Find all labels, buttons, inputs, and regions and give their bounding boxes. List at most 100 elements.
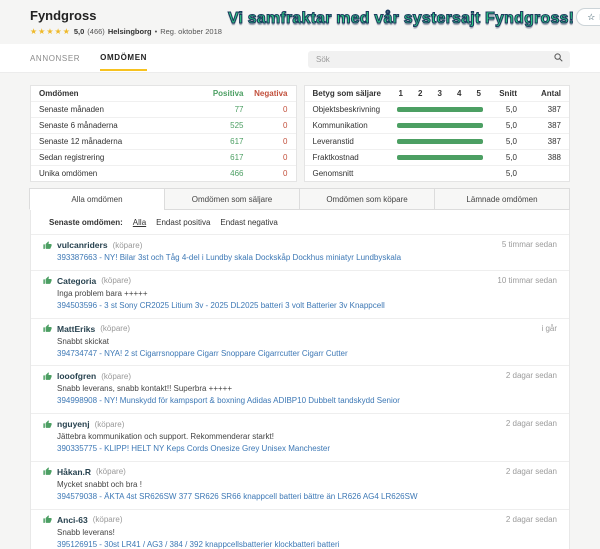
table-row: Senaste månaden 77 0 [31, 101, 296, 117]
feedback-counts-table: Omdömen Positiva Negativa Senaste månade… [30, 85, 297, 182]
ratings-rows: Objektsbeskrivning 5,0 387 Kommunikation [304, 101, 569, 165]
rating-bar-track [396, 139, 483, 144]
negative-count[interactable]: 0 [283, 105, 288, 114]
reviewer-username[interactable]: Categoria [57, 275, 97, 286]
scale-number: 3 [437, 89, 442, 98]
review-comment: Snabb leverans, snabb kontakt!! Superbra… [57, 384, 233, 394]
rating-average: 5,0 [505, 105, 517, 114]
review-tab[interactable]: Alla omdömen [29, 188, 165, 210]
rating-bar [396, 155, 483, 160]
col-omdomen: Omdömen [39, 89, 79, 98]
reviewer-username[interactable]: MattEriks [57, 323, 96, 334]
reviewer-role: (köpare) [112, 240, 143, 250]
review-tabs: Alla omdömen Omdömen som säljare Omdömen… [29, 188, 570, 210]
review-row: looofgren (köpare) Snabb leverans, snabb… [31, 365, 569, 413]
review-tab[interactable]: Omdömen som köpare [299, 188, 435, 210]
stats-section: Omdömen Positiva Negativa Senaste månade… [0, 73, 600, 182]
tab-annonser[interactable]: ANNONSER [30, 54, 81, 63]
item-link[interactable]: 393387663 - NY! Bilar 3st och Tåg 4-del … [57, 253, 402, 262]
reviewer-username[interactable]: nguyenj [57, 419, 90, 430]
filter-option[interactable]: Alla [132, 218, 147, 227]
review-comment: Snabbt skickat [57, 336, 110, 346]
col-antal: Antal [541, 89, 561, 98]
review-main: MattEriks (köpare) Snabbt skickat 394734… [43, 324, 533, 360]
favorite-button[interactable]: ☆ Favorit [576, 8, 600, 26]
review-row: Categoria (köpare) Inga problem bara +++… [31, 269, 569, 318]
reviewer-username[interactable]: vulcanriders [57, 240, 108, 250]
review-row: nguyenj (köpare) Jättebra kommunikation … [31, 413, 569, 461]
title-block: Fyndgross ★★★★★ 5,0 (466) Helsingborg • … [30, 8, 222, 36]
reviewer-role: (köpare) [101, 371, 131, 381]
stat-label: Senaste månaden [39, 105, 104, 114]
scale-number: 2 [418, 89, 423, 98]
filter-option[interactable]: Endast positiva [156, 218, 211, 227]
item-link[interactable]: 394998908 - NY! Munskydd för kampsport &… [57, 396, 400, 406]
review-timestamp: 10 timmar sedan [497, 275, 557, 285]
review-comment: Jättebra kommunikation och support. Reko… [57, 432, 274, 442]
stat-label: Sedan registrering [39, 153, 105, 162]
filter-option[interactable]: Endast negativa [220, 218, 278, 227]
thumbs-up-icon [43, 324, 52, 332]
review-head: vulcanriders (köpare) [43, 240, 494, 250]
review-row: vulcanriders (köpare) 393387663 - NY! Bi… [31, 234, 569, 270]
table-row: Senaste 12 månaderna 617 0 [31, 133, 296, 149]
reviewer-role: (köpare) [96, 467, 126, 477]
stat-label: Senaste 6 månaderna [39, 121, 118, 130]
stat-label: Senaste 12 månaderna [39, 137, 123, 146]
star-icon: ☆ [587, 11, 596, 22]
reviewer-username[interactable]: Anci-63 [57, 514, 88, 525]
review-timestamp: 5 timmar sedan [501, 240, 557, 249]
rating-bar [396, 123, 483, 128]
item-link[interactable]: 394579038 - ÄKTA 4st SR626SW 377 SR626 S… [57, 491, 418, 501]
col-positiva: Positiva [212, 89, 244, 98]
item-link[interactable]: 394734747 - NYA! 2 st Cigarrsnoppare Cig… [57, 348, 348, 358]
review-list: vulcanriders (köpare) 393387663 - NY! Bi… [31, 234, 569, 549]
tab-omdomen[interactable]: OMDÖMEN [100, 45, 148, 71]
promo-banner: Vi samfraktar med vår systersajt Fyndgro… [227, 9, 575, 27]
item-link[interactable]: 394503596 - 3 st Sony CR2025 Litium 3v -… [57, 300, 385, 310]
reviewer-username[interactable]: Håkan.R [57, 466, 92, 477]
rating-category: Leveranstid [312, 137, 354, 146]
col-negativa: Negativa [254, 89, 288, 98]
negative-count[interactable]: 0 [283, 121, 288, 130]
rating-stars-icon: ★★★★★ [30, 27, 71, 36]
review-head: Categoria (köpare) [43, 276, 489, 286]
item-link[interactable]: 395126915 - 30st LR41 / AG3 / 384 / 392 … [57, 539, 340, 549]
review-head: nguyenj (köpare) [43, 419, 498, 429]
rating-row: Fraktkostnad 5,0 388 [304, 149, 569, 165]
search-input[interactable] [308, 50, 570, 68]
review-timestamp: 2 dagar sedan [505, 514, 557, 524]
reviewer-role: (köpare) [101, 276, 132, 286]
review-head: Håkan.R (köpare) [43, 467, 498, 477]
thumbs-up-icon [43, 467, 52, 476]
rating-count: 387 [547, 137, 561, 146]
positive-count[interactable]: 466 [230, 169, 244, 178]
rating-bar-track [396, 107, 483, 112]
positive-count[interactable]: 77 [234, 105, 244, 114]
rating-row: Leveranstid 5,0 387 [304, 133, 569, 149]
negative-count[interactable]: 0 [283, 137, 288, 146]
reviewer-username[interactable]: looofgren [57, 371, 97, 382]
rating-count: 387 [547, 121, 561, 130]
rating-average: 5,0 [505, 153, 517, 162]
negative-count[interactable]: 0 [283, 169, 288, 178]
item-link[interactable]: 390335775 - KLIPP! HELT NY Keps Cords On… [57, 444, 331, 454]
review-tab[interactable]: Omdömen som säljare [164, 188, 300, 210]
reviewer-role: (köpare) [100, 324, 131, 334]
review-tab[interactable]: Lämnade omdömen [434, 188, 570, 210]
rating-category: Objektsbeskrivning [312, 105, 381, 114]
thumbs-up-icon [43, 276, 52, 285]
review-head: Anci-63 (köpare) [43, 515, 498, 525]
rating-bar [396, 107, 483, 112]
reviews-body: Senaste omdömen: Alla Endast positiva En… [30, 210, 570, 549]
negative-count[interactable]: 0 [283, 153, 288, 162]
rating-category: Fraktkostnad [312, 153, 359, 162]
positive-count[interactable]: 617 [230, 153, 244, 162]
review-tab-label: Omdömen som säljare [191, 194, 273, 204]
col-snitt: Snitt [499, 89, 517, 98]
review-head: looofgren (köpare) [43, 371, 498, 381]
review-tab-label: Omdömen som köpare [326, 194, 408, 204]
positive-count[interactable]: 525 [230, 121, 244, 130]
positive-count[interactable]: 617 [230, 137, 244, 146]
table-row: Unika omdömen 466 0 [31, 165, 296, 181]
